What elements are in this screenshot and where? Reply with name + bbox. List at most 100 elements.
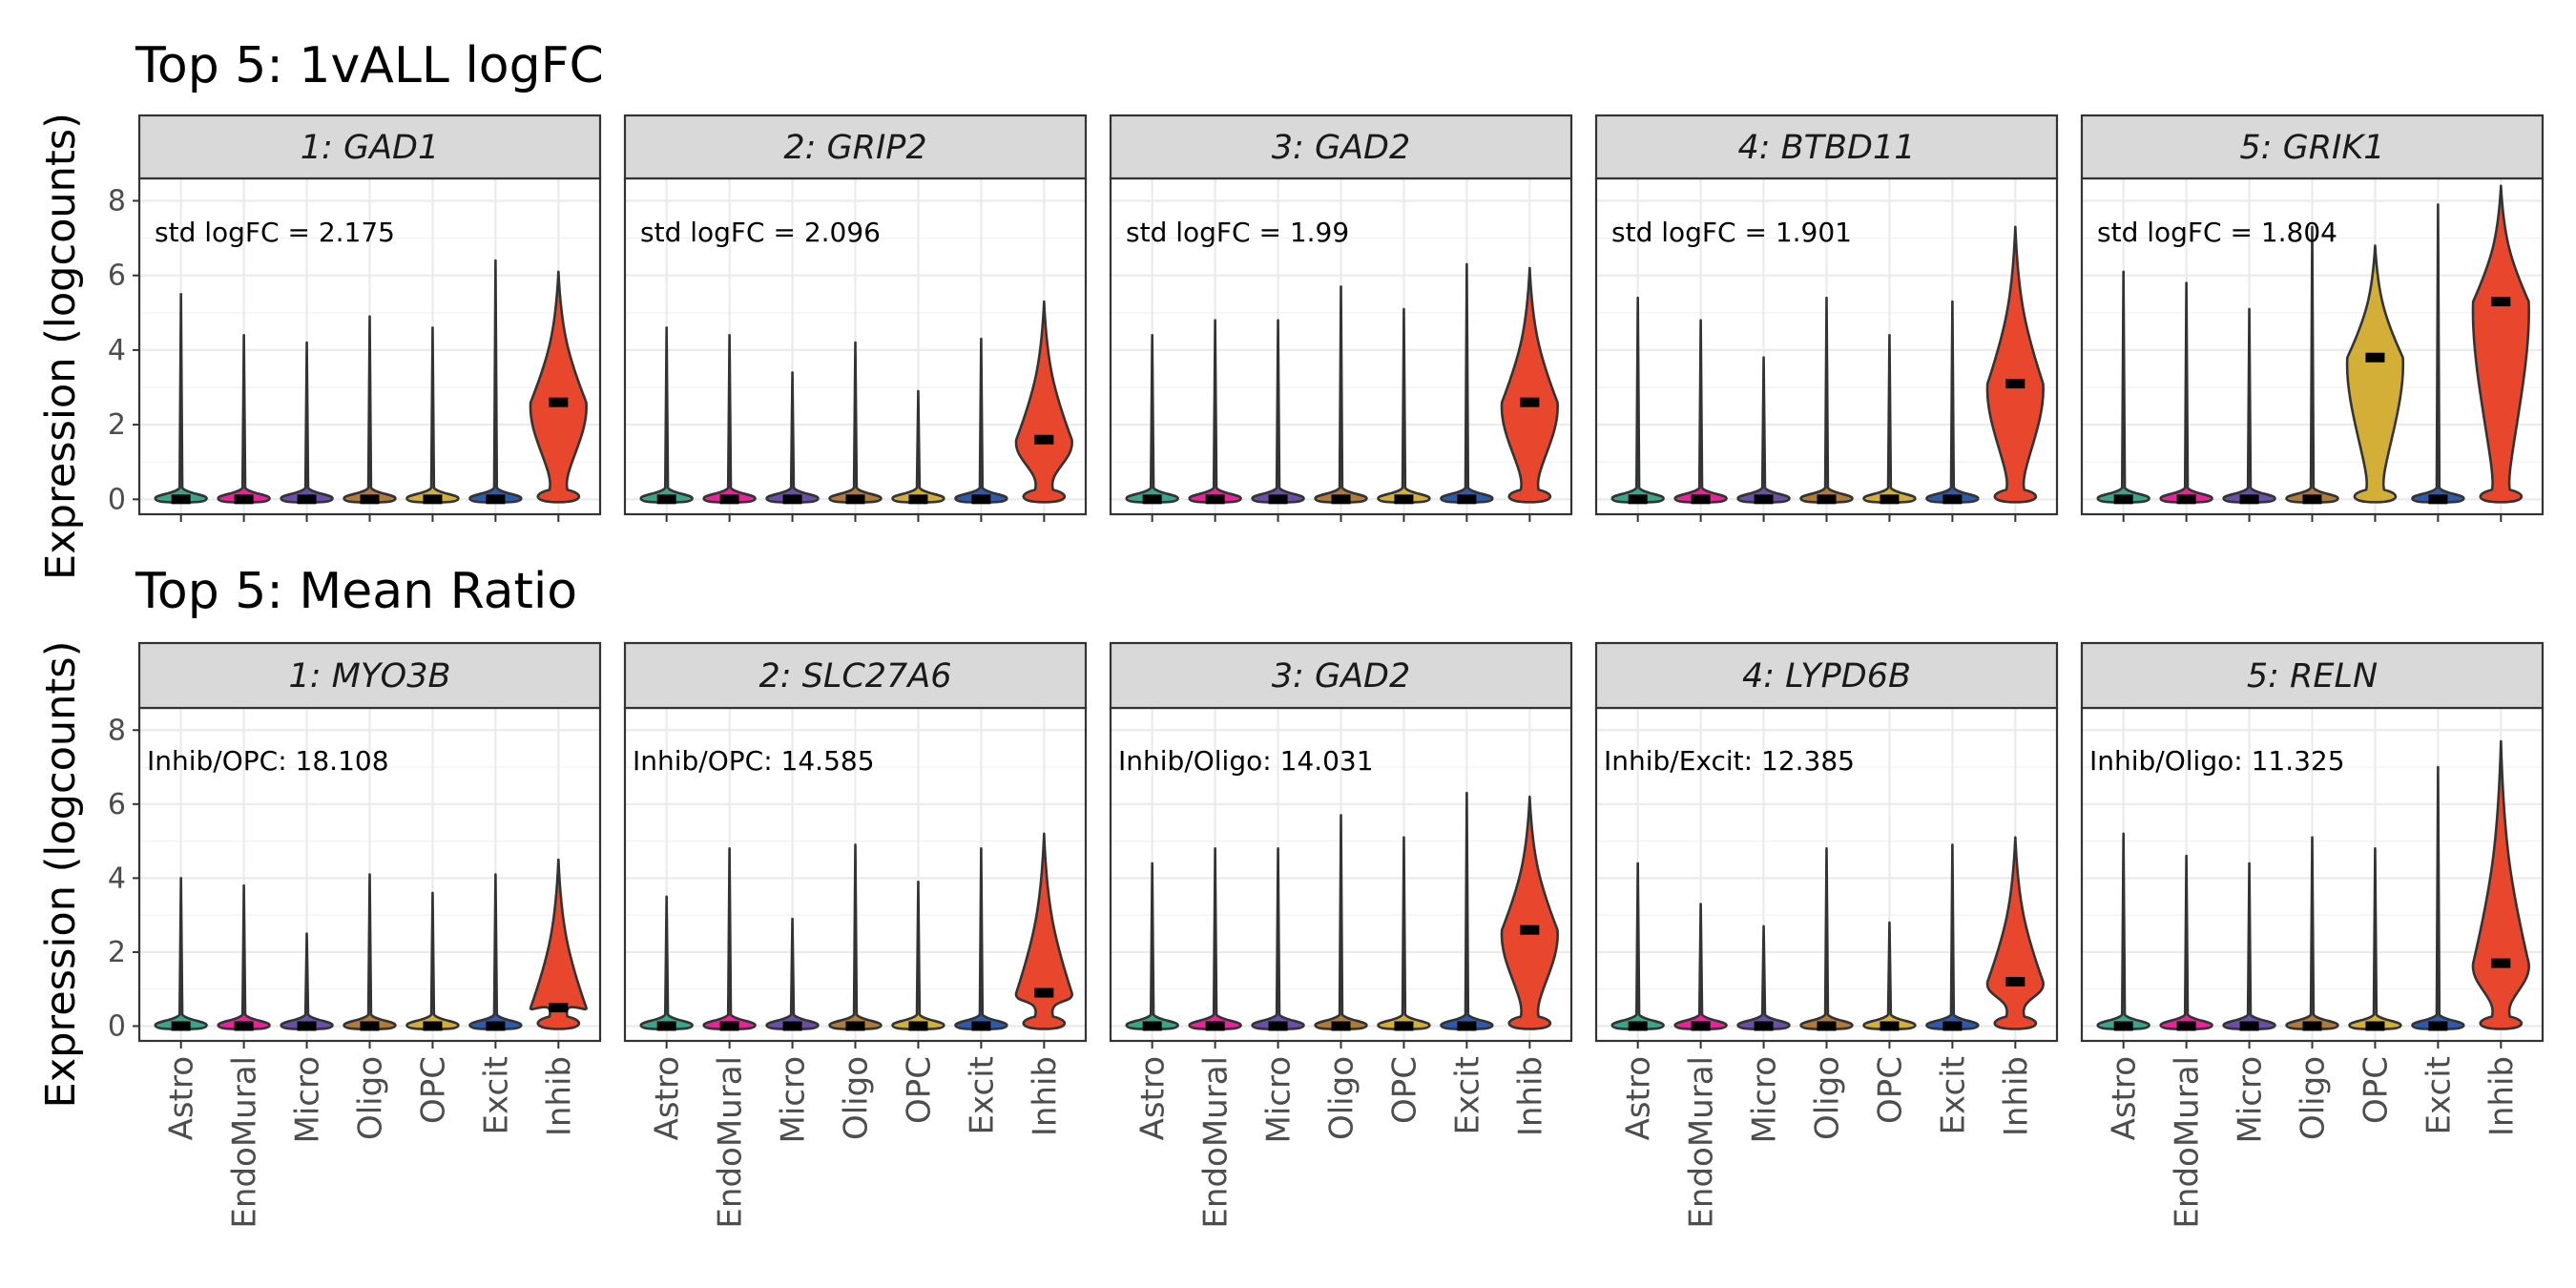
x-tick-label: EndoMural bbox=[712, 1056, 750, 1229]
facet-strip bbox=[1594, 641, 2059, 710]
x-tick-label: Micro bbox=[1746, 1056, 1784, 1144]
violin-inhib bbox=[1014, 832, 1073, 1030]
x-tick-label: Inhib bbox=[540, 1056, 578, 1136]
x-tick-label: OPC bbox=[1871, 1056, 1909, 1124]
facet-strip-label: 5: GRIK1 bbox=[2239, 129, 2384, 167]
x-tick-label: Oligo bbox=[838, 1056, 876, 1140]
violin-inhib bbox=[1500, 795, 1559, 1030]
median-marker bbox=[486, 1021, 506, 1031]
x-tick-label: OPC bbox=[1385, 1056, 1423, 1124]
median-marker bbox=[2113, 494, 2133, 505]
median-marker bbox=[908, 1021, 928, 1031]
median-marker bbox=[486, 494, 506, 505]
median-marker bbox=[1142, 494, 1162, 505]
x-tick-label: Astro bbox=[1620, 1056, 1658, 1140]
facet-strip bbox=[2080, 114, 2545, 180]
median-marker bbox=[2365, 1021, 2385, 1031]
panel-annotation: Inhib/Oligo: 11.325 bbox=[2089, 745, 2345, 777]
median-marker bbox=[360, 494, 380, 505]
y-tick-label: 0 bbox=[108, 483, 126, 516]
facet-strip-label: 3: GAD2 bbox=[1272, 129, 1410, 167]
median-marker bbox=[1457, 494, 1477, 505]
median-marker bbox=[2302, 1021, 2322, 1031]
x-tick-label: Micro bbox=[2232, 1056, 2270, 1144]
x-tick-label: Micro bbox=[289, 1056, 327, 1144]
y-tick-label: 0 bbox=[108, 1009, 126, 1043]
panel-annotation: Inhib/OPC: 18.108 bbox=[147, 745, 389, 777]
median-marker bbox=[2239, 494, 2259, 505]
facet-strip-label: 2: SLC27A6 bbox=[758, 657, 951, 696]
violin-inhib bbox=[1985, 836, 2045, 1030]
median-marker bbox=[297, 1021, 317, 1031]
median-marker bbox=[297, 494, 317, 505]
median-marker bbox=[1520, 924, 1540, 935]
x-tick-label: Oligo bbox=[2295, 1056, 2333, 1140]
median-marker bbox=[2302, 494, 2322, 505]
y-tick-label: 4 bbox=[108, 862, 126, 895]
median-marker bbox=[1394, 494, 1414, 505]
violin-inhib bbox=[2471, 739, 2530, 1030]
y-tick-label: 2 bbox=[108, 936, 126, 969]
median-marker bbox=[2239, 1021, 2259, 1031]
facet-strip bbox=[2080, 641, 2545, 710]
panel-annotation: std logFC = 1.804 bbox=[2097, 217, 2337, 248]
x-tick-label: Excit bbox=[963, 1056, 1001, 1134]
median-marker bbox=[782, 1021, 802, 1031]
facet-panel: 4: LYPD6B Inhib/Excit: 12.385 Astro EndoMur… bbox=[1594, 641, 2059, 1229]
median-marker bbox=[719, 1021, 739, 1031]
facet-strip-label: 1: MYO3B bbox=[289, 657, 451, 696]
x-tick-label: EndoMural bbox=[1197, 1056, 1236, 1229]
facet-panel: 3: GAD2 std logFC = 1.99 bbox=[1109, 114, 1573, 522]
median-marker bbox=[971, 494, 991, 505]
facet-strip-label: 3: GAD2 bbox=[1272, 657, 1410, 696]
median-marker bbox=[2428, 1021, 2448, 1031]
median-marker bbox=[1331, 494, 1351, 505]
y-tick-label: 2 bbox=[108, 408, 126, 442]
x-tick-label: Excit bbox=[1448, 1056, 1486, 1134]
median-marker bbox=[1880, 494, 1900, 505]
facet-strip bbox=[1594, 114, 2059, 180]
facet-panel: 4: BTBD11 std logFC = 1.901 bbox=[1594, 114, 2059, 522]
median-marker bbox=[782, 494, 802, 505]
x-tick-label: Astro bbox=[163, 1056, 201, 1140]
median-marker bbox=[1205, 494, 1225, 505]
row-title: Top 5: Mean Ratio bbox=[135, 563, 577, 620]
facet-panel: 2: GRIP2 std logFC = 2.096 bbox=[623, 114, 1088, 522]
x-tick-label: EndoMural bbox=[226, 1056, 264, 1229]
facet-strip bbox=[137, 114, 602, 180]
median-marker bbox=[2176, 494, 2196, 505]
y-tick-label: 6 bbox=[108, 260, 126, 293]
median-marker bbox=[656, 1021, 676, 1031]
median-marker bbox=[1331, 1021, 1351, 1031]
median-marker bbox=[1942, 1021, 1963, 1031]
panel-annotation: std logFC = 2.175 bbox=[155, 217, 395, 248]
panel-annotation: Inhib/OPC: 14.585 bbox=[633, 745, 875, 777]
median-marker bbox=[2428, 494, 2448, 505]
median-marker bbox=[2491, 297, 2511, 307]
x-tick-label: OPC bbox=[414, 1056, 452, 1124]
y-tick-label: 8 bbox=[108, 714, 126, 747]
median-marker bbox=[1394, 1021, 1414, 1031]
violin-inhib bbox=[2471, 184, 2530, 504]
median-marker bbox=[1817, 1021, 1837, 1031]
facet-strip bbox=[137, 641, 602, 710]
median-marker bbox=[2005, 976, 2025, 987]
median-marker bbox=[549, 1003, 569, 1013]
x-tick-label: OPC bbox=[2357, 1056, 2395, 1124]
panel-annotation: Inhib/Oligo: 14.031 bbox=[1118, 745, 1374, 777]
x-tick-label: Excit bbox=[477, 1056, 515, 1134]
median-marker bbox=[2005, 379, 2025, 389]
median-marker bbox=[1457, 1021, 1477, 1031]
median-marker bbox=[1754, 494, 1774, 505]
x-tick-label: Inhib bbox=[1997, 1056, 2035, 1136]
panel-annotation: std logFC = 2.096 bbox=[640, 217, 881, 248]
violin-inhib bbox=[1500, 266, 1559, 504]
facet-panel: 5: GRIK1 std logFC = 1.804 bbox=[2080, 114, 2545, 522]
median-marker bbox=[656, 494, 676, 505]
median-marker bbox=[845, 494, 865, 505]
median-marker bbox=[234, 1021, 254, 1031]
violin-opc bbox=[2345, 244, 2405, 504]
facet-strip bbox=[1109, 641, 1573, 710]
median-marker bbox=[1034, 987, 1054, 998]
